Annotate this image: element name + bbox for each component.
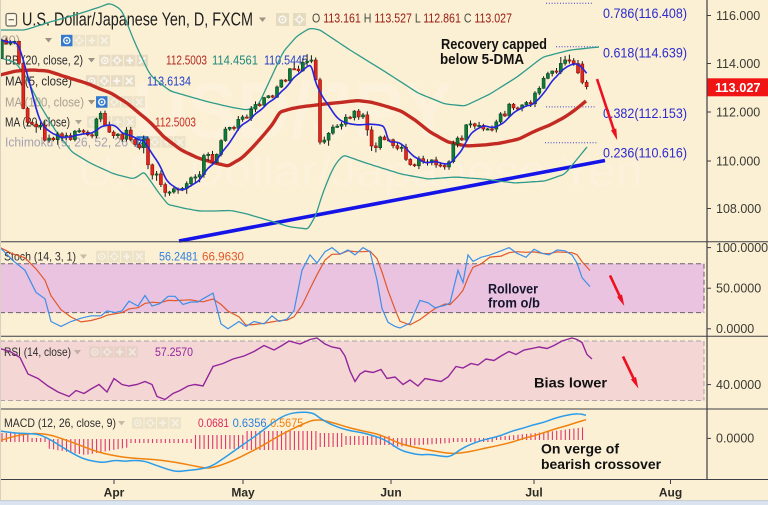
svg-text:0.382(112.153): 0.382(112.153) <box>603 106 687 121</box>
svg-text:112.5003: 112.5003 <box>155 116 196 130</box>
svg-text:100.0000: 100.0000 <box>716 241 768 255</box>
svg-text:0.618(114.639): 0.618(114.639) <box>603 46 687 61</box>
svg-text:110.000: 110.000 <box>716 154 760 168</box>
svg-text:114.4561: 114.4561 <box>212 54 258 68</box>
svg-text:66.9630: 66.9630 <box>202 250 244 264</box>
svg-text:56.2481: 56.2481 <box>159 250 198 264</box>
svg-text:May: May <box>231 486 255 500</box>
svg-text:0.0681: 0.0681 <box>198 416 229 430</box>
svg-text:113.027: 113.027 <box>715 80 761 95</box>
svg-text:112.000: 112.000 <box>716 105 760 119</box>
svg-text:Stoch (14, 3, 1): Stoch (14, 3, 1) <box>4 250 76 264</box>
svg-text:bearish crossover: bearish crossover <box>541 456 662 472</box>
svg-text:0.0000: 0.0000 <box>716 322 754 336</box>
svg-text:50.0000: 50.0000 <box>716 282 761 296</box>
svg-text:0.6356: 0.6356 <box>233 416 267 430</box>
svg-text:110.5445: 110.5445 <box>264 54 308 68</box>
svg-text:Recovery capped: Recovery capped <box>441 37 547 53</box>
svg-text:108.000: 108.000 <box>716 202 761 216</box>
svg-text:Rollover: Rollover <box>488 282 539 297</box>
svg-text:0.236(110.616): 0.236(110.616) <box>603 146 687 161</box>
svg-text:On verge of: On verge of <box>541 441 619 457</box>
svg-text:from o/b: from o/b <box>488 296 540 311</box>
svg-text:0.0000: 0.0000 <box>716 432 754 446</box>
svg-text:Jun: Jun <box>380 486 401 500</box>
svg-text:below 5-DMA: below 5-DMA <box>440 52 524 68</box>
svg-text:Aug: Aug <box>659 486 682 500</box>
svg-text:Bias lower: Bias lower <box>534 375 608 391</box>
svg-text:0.5675: 0.5675 <box>270 416 303 430</box>
svg-text:Jul: Jul <box>525 486 542 500</box>
svg-text:57.2570: 57.2570 <box>155 345 193 359</box>
svg-text:MA (20, close): MA (20, close) <box>5 116 70 130</box>
svg-text:112.5003: 112.5003 <box>166 54 207 68</box>
svg-text:Apr: Apr <box>104 486 125 500</box>
svg-text:0.786(116.408): 0.786(116.408) <box>603 6 687 21</box>
svg-text:O 113.161 H 113.527 L 112.861: O 113.161 H 113.527 L 112.861 C 113.027 <box>312 12 512 26</box>
svg-text:U.S. Dollar/Japanese Yen, D, F: U.S. Dollar/Japanese Yen, D, FXCM <box>22 10 253 30</box>
svg-text:Ichimoku (9, 26, 52, 26: Ichimoku (9, 26, 52, 26 <box>5 136 128 150</box>
svg-text:MA (100, close): MA (100, close) <box>5 96 84 110</box>
svg-text:40.0000: 40.0000 <box>716 378 761 392</box>
svg-text:116.000: 116.000 <box>716 9 760 23</box>
svg-text:BB (20, close, 2): BB (20, close, 2) <box>5 54 83 68</box>
svg-text:114.000: 114.000 <box>716 57 760 71</box>
svg-text:RSI (14, close): RSI (14, close) <box>4 345 71 359</box>
svg-text:MACD (12, 26, close, 9): MACD (12, 26, close, 9) <box>4 416 116 430</box>
svg-text:113.6134: 113.6134 <box>147 75 191 89</box>
